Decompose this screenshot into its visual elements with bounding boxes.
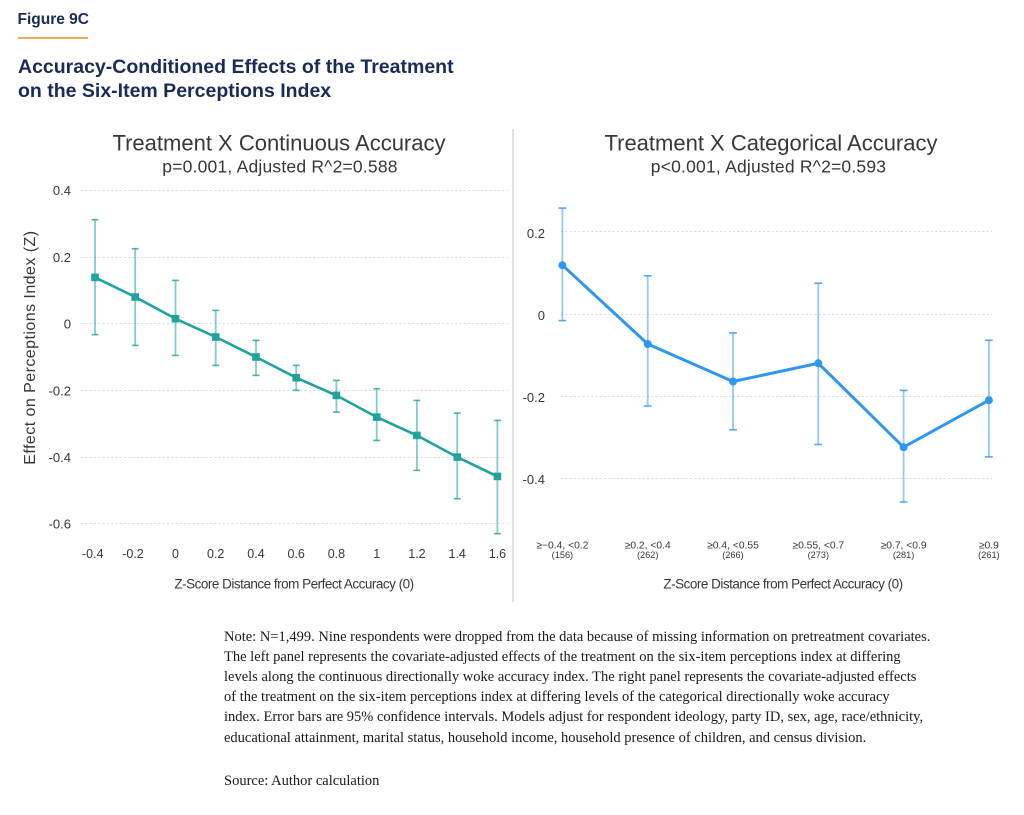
svg-text:≥0.55, <0.7: ≥0.55, <0.7 — [792, 541, 844, 552]
svg-text:≥0.2, <0.4: ≥0.2, <0.4 — [625, 541, 671, 552]
svg-text:(261): (261) — [978, 550, 999, 560]
svg-text:0: 0 — [64, 317, 71, 332]
svg-text:(273): (273) — [808, 550, 829, 560]
svg-text:Treatment X Categorical Accura: Treatment X Categorical Accuracy — [605, 130, 938, 155]
svg-text:0: 0 — [538, 308, 545, 323]
svg-text:-0.2: -0.2 — [523, 390, 545, 405]
svg-text:-0.2: -0.2 — [122, 547, 144, 561]
svg-text:0: 0 — [172, 547, 179, 561]
svg-text:0.2: 0.2 — [527, 226, 545, 241]
svg-text:p=0.001, Adjusted R^2=0.588: p=0.001, Adjusted R^2=0.588 — [162, 156, 397, 176]
svg-text:(156): (156) — [552, 550, 573, 560]
svg-text:Z-Score Distance from Perfect: Z-Score Distance from Perfect Accuracy (… — [174, 577, 413, 592]
svg-text:-0.6: -0.6 — [49, 517, 71, 532]
svg-text:≥0.9: ≥0.9 — [979, 541, 999, 552]
svg-text:0.4: 0.4 — [247, 547, 264, 561]
svg-text:0.6: 0.6 — [288, 547, 305, 561]
svg-text:-0.4: -0.4 — [82, 547, 104, 561]
svg-text:≥0.4, <0.55: ≥0.4, <0.55 — [707, 541, 759, 552]
svg-text:0.2: 0.2 — [207, 547, 224, 561]
svg-text:(281): (281) — [893, 550, 914, 560]
svg-text:p<0.001, Adjusted R^2=0.593: p<0.001, Adjusted R^2=0.593 — [651, 156, 886, 176]
svg-text:Treatment X Continuous Accurac: Treatment X Continuous Accuracy — [112, 130, 445, 155]
svg-text:1.2: 1.2 — [408, 547, 425, 561]
svg-text:0.8: 0.8 — [328, 547, 345, 561]
svg-text:(266): (266) — [722, 550, 743, 560]
svg-text:1: 1 — [373, 547, 380, 561]
svg-text:0.2: 0.2 — [53, 250, 71, 265]
svg-text:-0.2: -0.2 — [49, 383, 71, 398]
svg-text:≥−0.4, <0.2: ≥−0.4, <0.2 — [536, 541, 588, 552]
svg-text:(262): (262) — [637, 550, 658, 560]
svg-text:≥0.7, <0.9: ≥0.7, <0.9 — [881, 541, 927, 552]
svg-text:1.4: 1.4 — [449, 547, 466, 561]
svg-text:-0.4: -0.4 — [49, 450, 71, 465]
svg-text:Z-Score Distance from Perfect: Z-Score Distance from Perfect Accuracy (… — [663, 577, 902, 592]
svg-text:-0.4: -0.4 — [523, 472, 545, 487]
svg-text:0.4: 0.4 — [53, 183, 71, 198]
svg-text:Effect on Perceptions Index (Z: Effect on Perceptions Index (Z) — [22, 230, 39, 464]
svg-text:1.6: 1.6 — [489, 547, 506, 561]
